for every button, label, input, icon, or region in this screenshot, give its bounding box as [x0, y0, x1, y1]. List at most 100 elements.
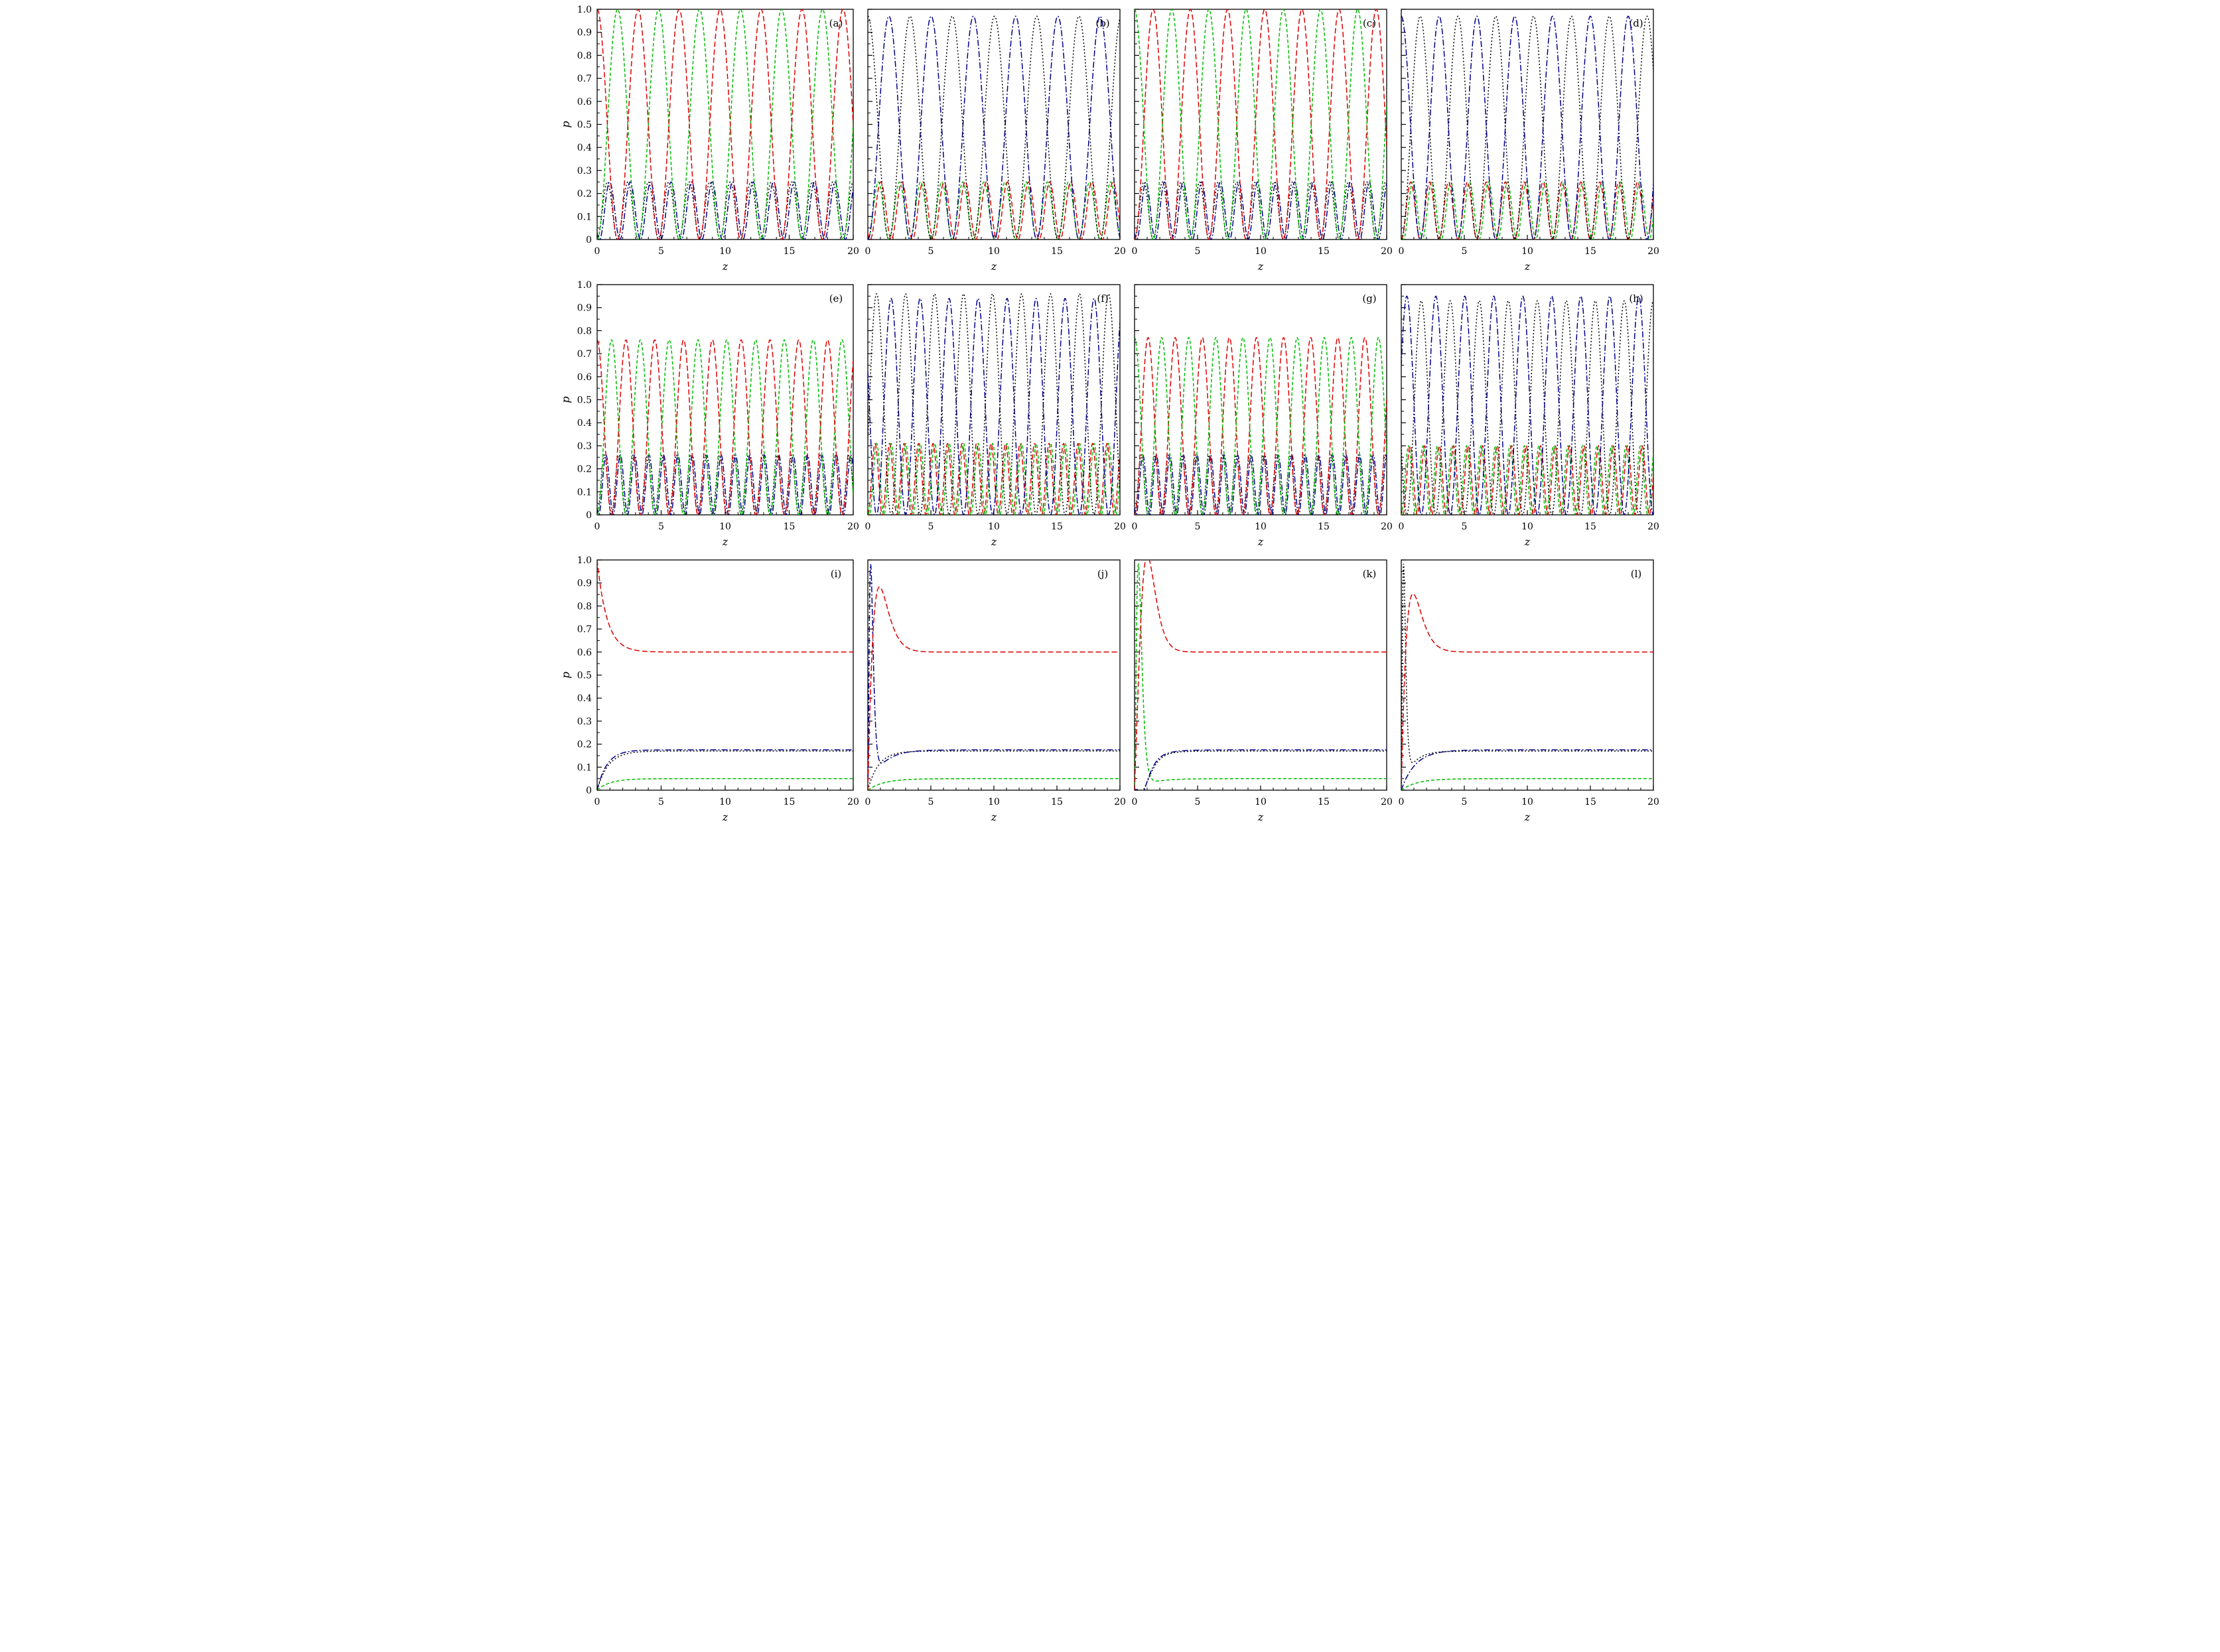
panel-l: 0 5 10 15 20 z (l)	[1399, 559, 1659, 823]
x-tick-label: 0	[1399, 521, 1405, 532]
p-red-dashed-curve	[1401, 593, 1653, 790]
panel-cell-j: 0 5 10 15 20 z (j)	[859, 553, 1126, 829]
y-tick-label: 0.5	[577, 120, 592, 131]
y-tick-label: 0.7	[577, 74, 592, 84]
y-tick-label: 0.8	[577, 326, 592, 336]
panel-cell-f: 0 5 10 15 20 z (f)	[859, 278, 1126, 553]
x-axis-label: z	[1524, 535, 1531, 548]
x-tick-label: 10	[1255, 246, 1267, 257]
p-red-dashed-curve	[597, 9, 853, 240]
p-black-dotted-curve	[868, 750, 1120, 790]
p-navy-dashdot-curve	[1401, 295, 1653, 515]
p-green-dashed-curve	[868, 778, 1120, 790]
panel-letter-label: (f)	[1097, 293, 1108, 305]
x-tick-label: 15	[1584, 521, 1596, 532]
y-tick-label: 0.2	[577, 189, 592, 200]
panel-letter-label: (i)	[831, 568, 842, 580]
p-navy-dashdot-curve	[597, 454, 853, 515]
p-red-dashed-curve	[1135, 9, 1387, 240]
y-tick-label: 0.1	[577, 487, 592, 498]
x-tick-label: 0	[1132, 521, 1138, 532]
y-tick-label: 0.1	[577, 762, 592, 773]
x-tick-label: 20	[847, 797, 859, 807]
curves	[1135, 9, 1387, 240]
p-black-dotted-curve	[868, 15, 1120, 240]
x-tick-label: 20	[847, 246, 859, 257]
x-axis-label: z	[991, 811, 997, 823]
panel-letter-label: (h)	[1629, 293, 1643, 305]
p-red-dashed-curve	[1401, 181, 1653, 240]
p-red-dashed-curve	[868, 443, 1120, 515]
panel-g: 0 5 10 15 20 z (g)	[1132, 284, 1393, 548]
p-navy-dashdot-curve	[868, 15, 1120, 240]
ticks	[867, 559, 1121, 791]
p-green-dashed-curve	[597, 339, 853, 515]
x-tick-label: 0	[1399, 246, 1405, 257]
x-tick-label: 20	[1114, 246, 1125, 257]
curves	[868, 15, 1120, 240]
x-tick-label: 20	[1381, 521, 1392, 532]
p-black-dotted-curve	[597, 750, 853, 790]
x-tick-label: 20	[1647, 246, 1659, 257]
x-tick-label: 20	[1114, 797, 1125, 807]
x-tick-label: 5	[1195, 797, 1201, 807]
p-green-dashed-curve	[1401, 181, 1653, 240]
x-tick-label: 0	[594, 797, 600, 807]
x-tick-label: 15	[1584, 246, 1596, 257]
figure-grid: 0 0.1 0.2 0.3 0.4 0.5 0.6 0.7 0.8 0.9 1.0 0 5 10 15 20 z…	[559, 3, 1661, 829]
x-axis-label: z	[1257, 811, 1264, 823]
axes-frame	[1401, 559, 1654, 791]
y-tick-label: 1.0	[577, 5, 592, 15]
panel-cell-g: 0 5 10 15 20 z (g)	[1125, 278, 1393, 553]
x-axis-label: z	[1257, 535, 1264, 548]
y-tick-label: 1.0	[577, 555, 592, 566]
y-tick-label: 0.8	[577, 601, 592, 612]
y-axis-label: p	[559, 121, 572, 127]
p-red-dashed-curve	[597, 560, 853, 653]
y-tick-label: 0.3	[577, 717, 592, 727]
x-tick-label: 5	[1195, 246, 1201, 257]
y-tick-label: 0	[586, 510, 592, 521]
x-tick-label: 10	[988, 521, 1000, 532]
p-red-dashed-curve	[868, 181, 1120, 240]
y-tick-label: 0.9	[577, 579, 592, 589]
p-navy-dashdot-curve	[597, 181, 853, 240]
panel-f: 0 5 10 15 20 z (f)	[865, 284, 1126, 548]
panel-cell-d: 0 5 10 15 20 z (d)	[1392, 3, 1659, 278]
p-navy-dashdot-curve	[597, 749, 853, 790]
curves	[1401, 15, 1653, 240]
p-black-dotted-curve	[1135, 750, 1387, 790]
p-black-dotted-curve	[597, 454, 853, 515]
y-tick-label: 0.6	[577, 97, 592, 107]
x-tick-label: 0	[865, 797, 871, 807]
x-tick-label: 5	[928, 797, 934, 807]
axes-frame	[867, 559, 1121, 791]
x-tick-label: 15	[1318, 246, 1330, 257]
x-axis-label: z	[1257, 260, 1264, 273]
x-tick-label: 10	[1255, 797, 1267, 807]
ticks	[596, 9, 854, 240]
panel-k: 0 5 10 15 20 z (k)	[1132, 559, 1393, 823]
x-tick-label: 10	[719, 246, 731, 257]
p-green-dashed-curve	[1135, 9, 1387, 240]
x-tick-label: 15	[1051, 521, 1063, 532]
x-tick-label: 20	[1381, 246, 1392, 257]
x-tick-label: 15	[1318, 797, 1330, 807]
axes-frame	[1401, 9, 1654, 240]
panel-letter-label: (e)	[829, 293, 843, 305]
p-green-dashed-curve	[1135, 336, 1387, 515]
x-axis-label: z	[722, 260, 728, 273]
panel-letter-label: (k)	[1363, 568, 1377, 580]
panel-letter-label: (d)	[1629, 17, 1643, 29]
y-tick-label: 0.9	[577, 28, 592, 38]
y-tick-label: 0	[586, 235, 592, 245]
p-green-dashed-curve	[1401, 778, 1653, 790]
x-tick-label: 5	[1462, 797, 1468, 807]
p-navy-dashdot-curve	[1135, 181, 1387, 240]
ticks	[1134, 9, 1387, 240]
x-tick-label: 15	[1051, 797, 1063, 807]
panel-letter-label: (g)	[1362, 293, 1376, 305]
x-axis-label: z	[991, 260, 997, 273]
panel-h: 0 5 10 15 20 z (h)	[1399, 284, 1659, 548]
curves	[1401, 563, 1653, 790]
